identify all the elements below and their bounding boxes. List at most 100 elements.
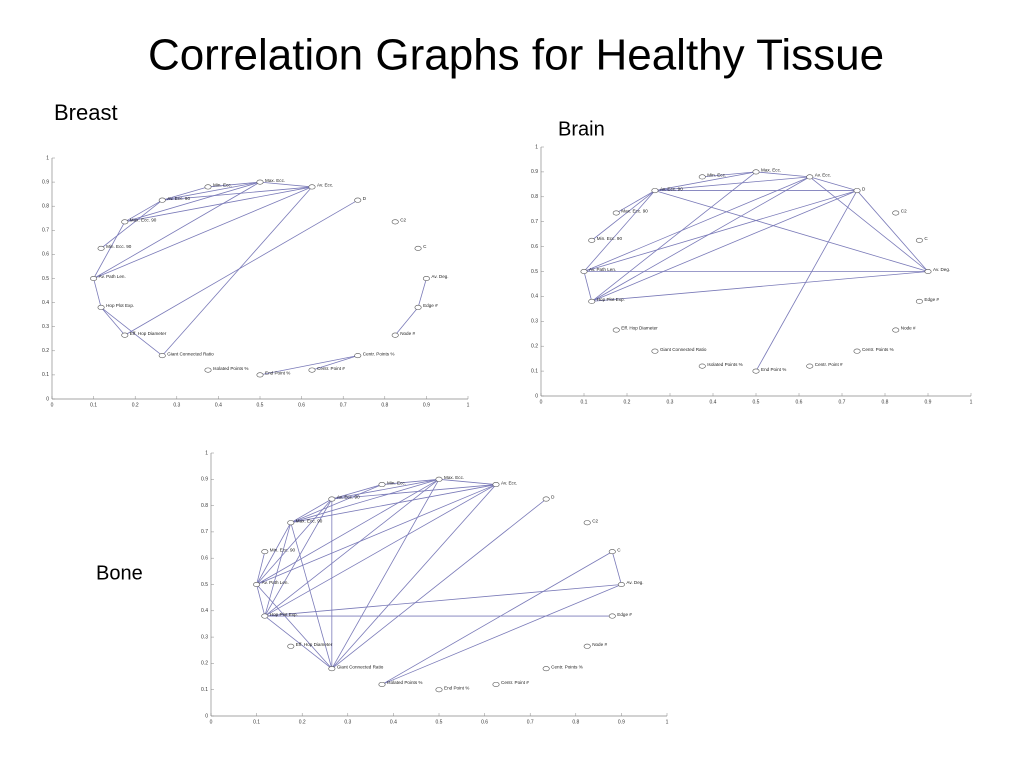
edge — [654, 176, 810, 191]
y-tick-label: 0.2 — [531, 344, 538, 350]
node-label: Av. Path Len. — [99, 274, 126, 279]
node — [328, 496, 336, 502]
y-tick-label: 0.2 — [42, 348, 49, 354]
chart-label: Bone — [96, 562, 143, 584]
y-tick-label: 0.5 — [201, 582, 208, 588]
y-tick-label: 0.4 — [42, 300, 49, 306]
edge — [290, 484, 383, 524]
edge — [702, 171, 757, 178]
node — [892, 210, 900, 216]
node — [915, 237, 923, 243]
node — [204, 184, 212, 190]
y-tick-label: 1 — [205, 450, 208, 456]
node — [588, 237, 596, 243]
node — [256, 179, 264, 185]
node-label: Node # — [901, 326, 916, 331]
node — [158, 197, 166, 203]
y-tick-label: 0.2 — [201, 661, 208, 667]
x-tick-label: 0.4 — [710, 399, 717, 405]
y-tick-label: 0.8 — [42, 204, 49, 210]
node-label: Av. Deg. — [933, 267, 950, 272]
node-label: Min. Ecc. 90 — [270, 547, 296, 552]
x-tick-label: 0.5 — [753, 399, 760, 405]
node-label: Centr. Point # — [501, 680, 529, 685]
edge — [290, 522, 333, 669]
x-tick-label: 1 — [970, 399, 973, 405]
node — [698, 174, 706, 180]
edge — [93, 181, 261, 279]
x-tick-label: 0.2 — [132, 402, 139, 408]
node — [612, 210, 620, 216]
edge — [583, 271, 593, 302]
node-label: Eff. Hop Diameter — [621, 326, 658, 331]
node — [492, 482, 500, 488]
node — [853, 348, 861, 354]
edge — [124, 186, 313, 223]
x-tick-label: 0.9 — [925, 399, 932, 405]
edge — [394, 307, 419, 336]
edge — [93, 221, 126, 279]
node — [542, 666, 550, 672]
edge — [331, 484, 497, 500]
edge — [856, 190, 929, 272]
y-tick-label: 1 — [46, 155, 49, 161]
node — [915, 298, 923, 304]
x-tick-label: 1 — [666, 719, 669, 725]
network-chart: Bone 0 0.1 0.2 0.3 0.4 0.5 0.6 0.7 0.8 0.9 1 0 0.1 0.2… — [96, 450, 669, 725]
node-label: Min. Ecc. — [213, 183, 232, 188]
y-tick-label: 0 — [205, 713, 208, 719]
edge — [264, 484, 497, 617]
node — [924, 268, 932, 274]
node — [158, 353, 166, 359]
node-label: Av. Deg. — [431, 274, 448, 279]
node-label: Hop Plot Exp. — [270, 612, 298, 617]
node-label: Hop Plot Exp. — [597, 297, 625, 302]
node — [256, 372, 264, 378]
node — [378, 482, 386, 488]
node — [583, 643, 591, 649]
x-tick-label: 0.7 — [839, 399, 846, 405]
y-tick-label: 0.7 — [201, 529, 208, 535]
edge — [256, 484, 497, 585]
edge — [331, 498, 547, 669]
edge — [264, 615, 333, 669]
node-label: Eff. Hop Diameter — [130, 331, 167, 336]
node — [583, 520, 591, 526]
edge — [331, 484, 497, 669]
x-tick-label: 0 — [210, 719, 213, 725]
node-label: Max. Ecc. 90 — [296, 518, 323, 523]
edge — [591, 190, 656, 241]
x-tick-label: 0.4 — [390, 719, 397, 725]
node — [806, 363, 814, 369]
edge — [93, 278, 102, 308]
x-tick-label: 0.8 — [572, 719, 579, 725]
y-tick-label: 1 — [535, 144, 538, 150]
edge — [591, 171, 757, 302]
node-label: Hop Plot Exp. — [106, 303, 134, 308]
y-tick-label: 0.6 — [531, 244, 538, 250]
edge — [264, 498, 333, 617]
edge — [256, 584, 333, 669]
edge — [256, 584, 266, 617]
node-label: C2 — [400, 218, 406, 223]
x-tick-label: 0.8 — [381, 402, 388, 408]
node-label: Max. Ecc. 90 — [130, 218, 157, 223]
chart-label: Breast — [54, 100, 118, 125]
x-tick-label: 0.1 — [253, 719, 260, 725]
node — [608, 613, 616, 619]
edge — [616, 190, 656, 214]
x-tick-label: 0.2 — [624, 399, 631, 405]
y-tick-label: 0 — [46, 396, 49, 402]
node — [698, 363, 706, 369]
node — [261, 613, 269, 619]
edge — [438, 478, 497, 485]
x-tick-label: 0.1 — [90, 402, 97, 408]
edge — [591, 190, 858, 302]
node-label: C2 — [592, 518, 598, 523]
node-label: Av. Ecc. 90 — [337, 495, 360, 500]
edge — [259, 355, 358, 376]
edge — [124, 199, 358, 336]
node-label: Min. Ecc. 90 — [106, 244, 132, 249]
edge — [381, 584, 622, 685]
